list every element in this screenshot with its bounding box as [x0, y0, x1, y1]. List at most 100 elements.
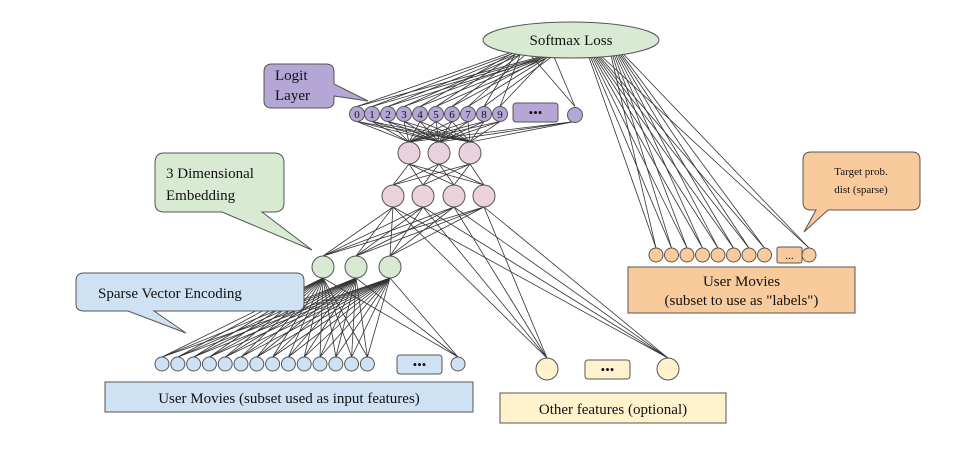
target-ellipsis-box: ... [776, 246, 803, 264]
edge-101 [453, 206, 548, 359]
embedding-node-1 [344, 255, 368, 279]
edge-13 [451, 49, 527, 107]
logit-digit-8: 8 [481, 109, 487, 121]
embedding-node-0 [311, 255, 335, 279]
target-node-0 [648, 247, 664, 263]
logit-digit-7: 7 [465, 109, 471, 121]
edge-100 [422, 206, 669, 359]
edge-30 [593, 53, 719, 249]
edge-103 [483, 206, 548, 359]
edge-87 [389, 206, 394, 257]
edge-120 [161, 277, 357, 358]
edge-124 [224, 277, 357, 358]
edge-121 [177, 277, 357, 358]
edge-98 [392, 206, 669, 359]
edge-66 [469, 121, 485, 143]
edge-141 [256, 277, 391, 358]
edge-130 [319, 277, 357, 358]
other-ellipsis: ••• [601, 362, 615, 377]
logit-digit-9: 9 [497, 109, 503, 121]
edge-71 [438, 121, 576, 143]
other-feature-node-0 [535, 357, 559, 381]
edge-125 [240, 277, 357, 358]
edge-33 [616, 51, 734, 249]
target-node-4 [710, 247, 726, 263]
edge-104 [483, 206, 669, 359]
edge-138 [209, 277, 391, 358]
edge-16 [483, 53, 556, 107]
input-node-extra [450, 356, 466, 372]
edge-36 [597, 53, 765, 249]
edge-119 [322, 277, 459, 358]
edge-9 [419, 49, 519, 107]
target-label-line1: User Movies [703, 274, 780, 290]
input-label-box: User Movies (subset used as input featur… [104, 381, 474, 413]
edge-49 [403, 121, 410, 143]
edge-47 [387, 121, 440, 143]
edge-84 [469, 163, 485, 186]
edge-29 [614, 51, 703, 249]
input-node-10 [312, 356, 328, 372]
logit-node-2 [380, 106, 396, 122]
other-label-box: Other features (optional) [499, 392, 727, 424]
edge-113 [288, 277, 324, 358]
input-node-3 [201, 356, 217, 372]
edge-149 [389, 277, 459, 358]
edge-126 [256, 277, 357, 358]
logit-digit-0: 0 [354, 109, 360, 121]
edge-58 [408, 121, 453, 143]
edge-140 [240, 277, 391, 358]
sparse-vector-callout: Sparse Vector Encoding [75, 272, 305, 334]
edge-70 [408, 121, 576, 143]
input-ellipsis-box: ••• [396, 354, 443, 375]
logit-digit-3: 3 [401, 109, 407, 121]
target-callout-line1: Target prob. [834, 166, 888, 178]
softmax-loss-node: Softmax Loss [482, 21, 660, 59]
hidden-bottom-node-2 [442, 184, 466, 208]
logit-digit-1: 1 [369, 109, 375, 121]
logit-callout-line2: Layer [275, 88, 310, 104]
target-callout: Target prob. dist (sparse) [802, 151, 921, 233]
other-feature-node-1 [656, 357, 680, 381]
logit-node-6 [444, 106, 460, 122]
edge-61 [408, 121, 469, 143]
embedding-callout: 3 Dimensional Embedding [154, 152, 313, 251]
edge-81 [392, 163, 471, 186]
edge-21 [525, 49, 576, 107]
edge-26 [590, 53, 688, 249]
edge-25 [611, 51, 672, 249]
other-label: Other features (optional) [539, 402, 687, 418]
edge-64 [408, 121, 485, 143]
input-node-11 [328, 356, 344, 372]
edge-94 [322, 206, 485, 257]
edge-28 [591, 53, 703, 249]
edge-55 [408, 121, 437, 143]
edge-93 [389, 206, 455, 257]
target-callout-line2: dist (sparse) [834, 184, 888, 196]
edge-35 [618, 51, 750, 249]
edge-3 [371, 49, 523, 107]
softmax-loss-label: Softmax Loss [530, 33, 613, 49]
hidden-top-node-1 [427, 141, 451, 165]
embedding-callout-line2: Embedding [166, 188, 236, 204]
edge-68 [438, 121, 501, 143]
target-node-7 [757, 247, 772, 263]
edge-127 [272, 277, 357, 358]
edge-128 [288, 277, 357, 358]
target-node-5 [726, 247, 741, 263]
hidden-bottom-node-1 [411, 184, 435, 208]
edge-34 [595, 53, 750, 249]
target-ellipsis: ... [785, 250, 794, 262]
edge-92 [355, 206, 455, 257]
input-node-7 [265, 356, 281, 372]
embedding-callout-line1: 3 Dimensional [166, 166, 254, 182]
edge-147 [351, 277, 391, 358]
edge-18 [499, 53, 551, 107]
edge-44 [371, 121, 440, 143]
edge-4 [387, 53, 556, 107]
hidden-bottom-node-0 [381, 184, 405, 208]
edge-73 [392, 163, 410, 186]
target-label-line2: (subset to use as "labels") [665, 293, 819, 309]
edge-146 [335, 277, 391, 358]
